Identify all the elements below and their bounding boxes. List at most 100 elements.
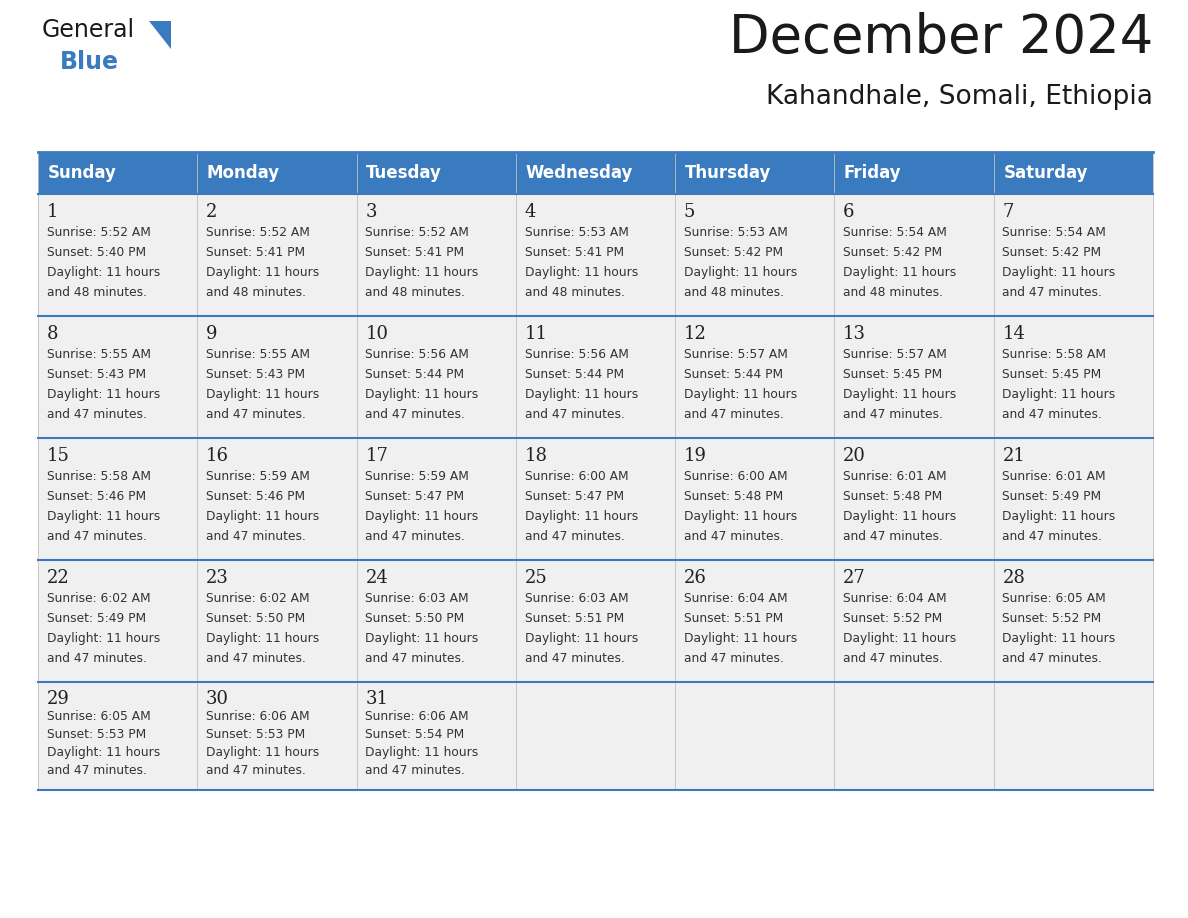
Text: Sunrise: 6:02 AM: Sunrise: 6:02 AM xyxy=(46,592,151,605)
Text: Sunset: 5:41 PM: Sunset: 5:41 PM xyxy=(206,246,305,259)
Text: 7: 7 xyxy=(1003,203,1013,220)
Text: 29: 29 xyxy=(46,689,70,708)
Text: 31: 31 xyxy=(366,689,388,708)
Text: 13: 13 xyxy=(843,325,866,342)
Text: Sunset: 5:47 PM: Sunset: 5:47 PM xyxy=(366,490,465,503)
Text: Daylight: 11 hours: Daylight: 11 hours xyxy=(684,388,797,401)
Text: Sunset: 5:40 PM: Sunset: 5:40 PM xyxy=(46,246,146,259)
Text: Sunrise: 5:58 AM: Sunrise: 5:58 AM xyxy=(46,470,151,483)
Text: Tuesday: Tuesday xyxy=(366,164,442,182)
Text: and 47 minutes.: and 47 minutes. xyxy=(684,652,784,666)
Text: and 47 minutes.: and 47 minutes. xyxy=(1003,530,1102,543)
Text: Thursday: Thursday xyxy=(684,164,771,182)
Text: Sunrise: 5:54 AM: Sunrise: 5:54 AM xyxy=(843,226,947,239)
Text: and 47 minutes.: and 47 minutes. xyxy=(1003,409,1102,421)
Text: Sunrise: 6:06 AM: Sunrise: 6:06 AM xyxy=(366,711,469,723)
Text: Daylight: 11 hours: Daylight: 11 hours xyxy=(46,510,160,523)
Text: and 47 minutes.: and 47 minutes. xyxy=(684,409,784,421)
Text: and 47 minutes.: and 47 minutes. xyxy=(46,652,146,666)
Text: Daylight: 11 hours: Daylight: 11 hours xyxy=(843,388,956,401)
Text: 21: 21 xyxy=(1003,446,1025,465)
Text: Daylight: 11 hours: Daylight: 11 hours xyxy=(1003,510,1116,523)
Text: 26: 26 xyxy=(684,568,707,587)
Text: Sunset: 5:49 PM: Sunset: 5:49 PM xyxy=(46,612,146,625)
Text: Sunset: 5:42 PM: Sunset: 5:42 PM xyxy=(684,246,783,259)
Text: Sunrise: 5:54 AM: Sunrise: 5:54 AM xyxy=(1003,226,1106,239)
Bar xyxy=(516,682,675,790)
Text: Sunset: 5:42 PM: Sunset: 5:42 PM xyxy=(843,246,942,259)
Text: Sunset: 5:44 PM: Sunset: 5:44 PM xyxy=(366,368,465,381)
Bar xyxy=(675,194,834,316)
Text: Sunrise: 5:56 AM: Sunrise: 5:56 AM xyxy=(366,348,469,361)
Text: Sunday: Sunday xyxy=(48,164,116,182)
Text: and 47 minutes.: and 47 minutes. xyxy=(366,652,466,666)
Text: Sunset: 5:50 PM: Sunset: 5:50 PM xyxy=(366,612,465,625)
Text: 6: 6 xyxy=(843,203,854,220)
Text: Sunrise: 6:00 AM: Sunrise: 6:00 AM xyxy=(525,470,628,483)
Bar xyxy=(834,316,993,438)
Text: Sunrise: 5:57 AM: Sunrise: 5:57 AM xyxy=(843,348,947,361)
Text: Sunrise: 5:55 AM: Sunrise: 5:55 AM xyxy=(46,348,151,361)
Text: Daylight: 11 hours: Daylight: 11 hours xyxy=(843,632,956,645)
Bar xyxy=(516,194,675,316)
Text: Sunrise: 6:06 AM: Sunrise: 6:06 AM xyxy=(206,711,310,723)
Text: Sunset: 5:44 PM: Sunset: 5:44 PM xyxy=(525,368,624,381)
Bar xyxy=(516,152,675,194)
Text: Daylight: 11 hours: Daylight: 11 hours xyxy=(684,266,797,279)
Text: Daylight: 11 hours: Daylight: 11 hours xyxy=(366,510,479,523)
Text: Sunrise: 5:56 AM: Sunrise: 5:56 AM xyxy=(525,348,628,361)
Text: Sunset: 5:53 PM: Sunset: 5:53 PM xyxy=(46,728,146,741)
Text: and 47 minutes.: and 47 minutes. xyxy=(46,764,146,777)
Text: Daylight: 11 hours: Daylight: 11 hours xyxy=(366,745,479,758)
Text: Sunset: 5:51 PM: Sunset: 5:51 PM xyxy=(525,612,624,625)
Bar xyxy=(516,316,675,438)
Text: Daylight: 11 hours: Daylight: 11 hours xyxy=(843,266,956,279)
Text: Daylight: 11 hours: Daylight: 11 hours xyxy=(843,510,956,523)
Text: Sunrise: 6:00 AM: Sunrise: 6:00 AM xyxy=(684,470,788,483)
Text: and 47 minutes.: and 47 minutes. xyxy=(525,652,625,666)
Bar xyxy=(38,438,197,560)
Bar xyxy=(197,560,356,682)
Text: 4: 4 xyxy=(525,203,536,220)
Bar xyxy=(356,682,516,790)
Text: Daylight: 11 hours: Daylight: 11 hours xyxy=(1003,266,1116,279)
Text: and 47 minutes.: and 47 minutes. xyxy=(366,409,466,421)
Text: Wednesday: Wednesday xyxy=(525,164,633,182)
Text: Blue: Blue xyxy=(61,50,119,74)
Text: and 48 minutes.: and 48 minutes. xyxy=(206,286,307,299)
Text: Sunrise: 6:01 AM: Sunrise: 6:01 AM xyxy=(1003,470,1106,483)
Bar xyxy=(993,682,1154,790)
Text: Daylight: 11 hours: Daylight: 11 hours xyxy=(684,632,797,645)
Text: Sunrise: 5:53 AM: Sunrise: 5:53 AM xyxy=(525,226,628,239)
Text: Sunset: 5:54 PM: Sunset: 5:54 PM xyxy=(366,728,465,741)
Text: Daylight: 11 hours: Daylight: 11 hours xyxy=(366,266,479,279)
Bar xyxy=(356,438,516,560)
Text: 11: 11 xyxy=(525,325,548,342)
Bar xyxy=(356,316,516,438)
Text: and 48 minutes.: and 48 minutes. xyxy=(684,286,784,299)
Text: 22: 22 xyxy=(46,568,70,587)
Bar xyxy=(993,194,1154,316)
Text: and 47 minutes.: and 47 minutes. xyxy=(684,530,784,543)
Bar xyxy=(675,682,834,790)
Text: Monday: Monday xyxy=(207,164,280,182)
Text: December 2024: December 2024 xyxy=(728,12,1154,64)
Text: 28: 28 xyxy=(1003,568,1025,587)
Text: Daylight: 11 hours: Daylight: 11 hours xyxy=(684,510,797,523)
Bar xyxy=(993,438,1154,560)
Text: 16: 16 xyxy=(206,446,229,465)
Text: and 47 minutes.: and 47 minutes. xyxy=(46,409,146,421)
Text: 25: 25 xyxy=(525,568,548,587)
Text: 17: 17 xyxy=(366,446,388,465)
Text: Sunset: 5:46 PM: Sunset: 5:46 PM xyxy=(46,490,146,503)
Text: and 47 minutes.: and 47 minutes. xyxy=(206,409,307,421)
Text: Daylight: 11 hours: Daylight: 11 hours xyxy=(206,388,320,401)
Text: Daylight: 11 hours: Daylight: 11 hours xyxy=(525,388,638,401)
Bar xyxy=(356,194,516,316)
Text: 2: 2 xyxy=(206,203,217,220)
Text: and 47 minutes.: and 47 minutes. xyxy=(366,530,466,543)
Text: and 48 minutes.: and 48 minutes. xyxy=(366,286,466,299)
Text: Sunset: 5:43 PM: Sunset: 5:43 PM xyxy=(206,368,305,381)
Bar xyxy=(834,682,993,790)
Text: Sunset: 5:52 PM: Sunset: 5:52 PM xyxy=(843,612,942,625)
